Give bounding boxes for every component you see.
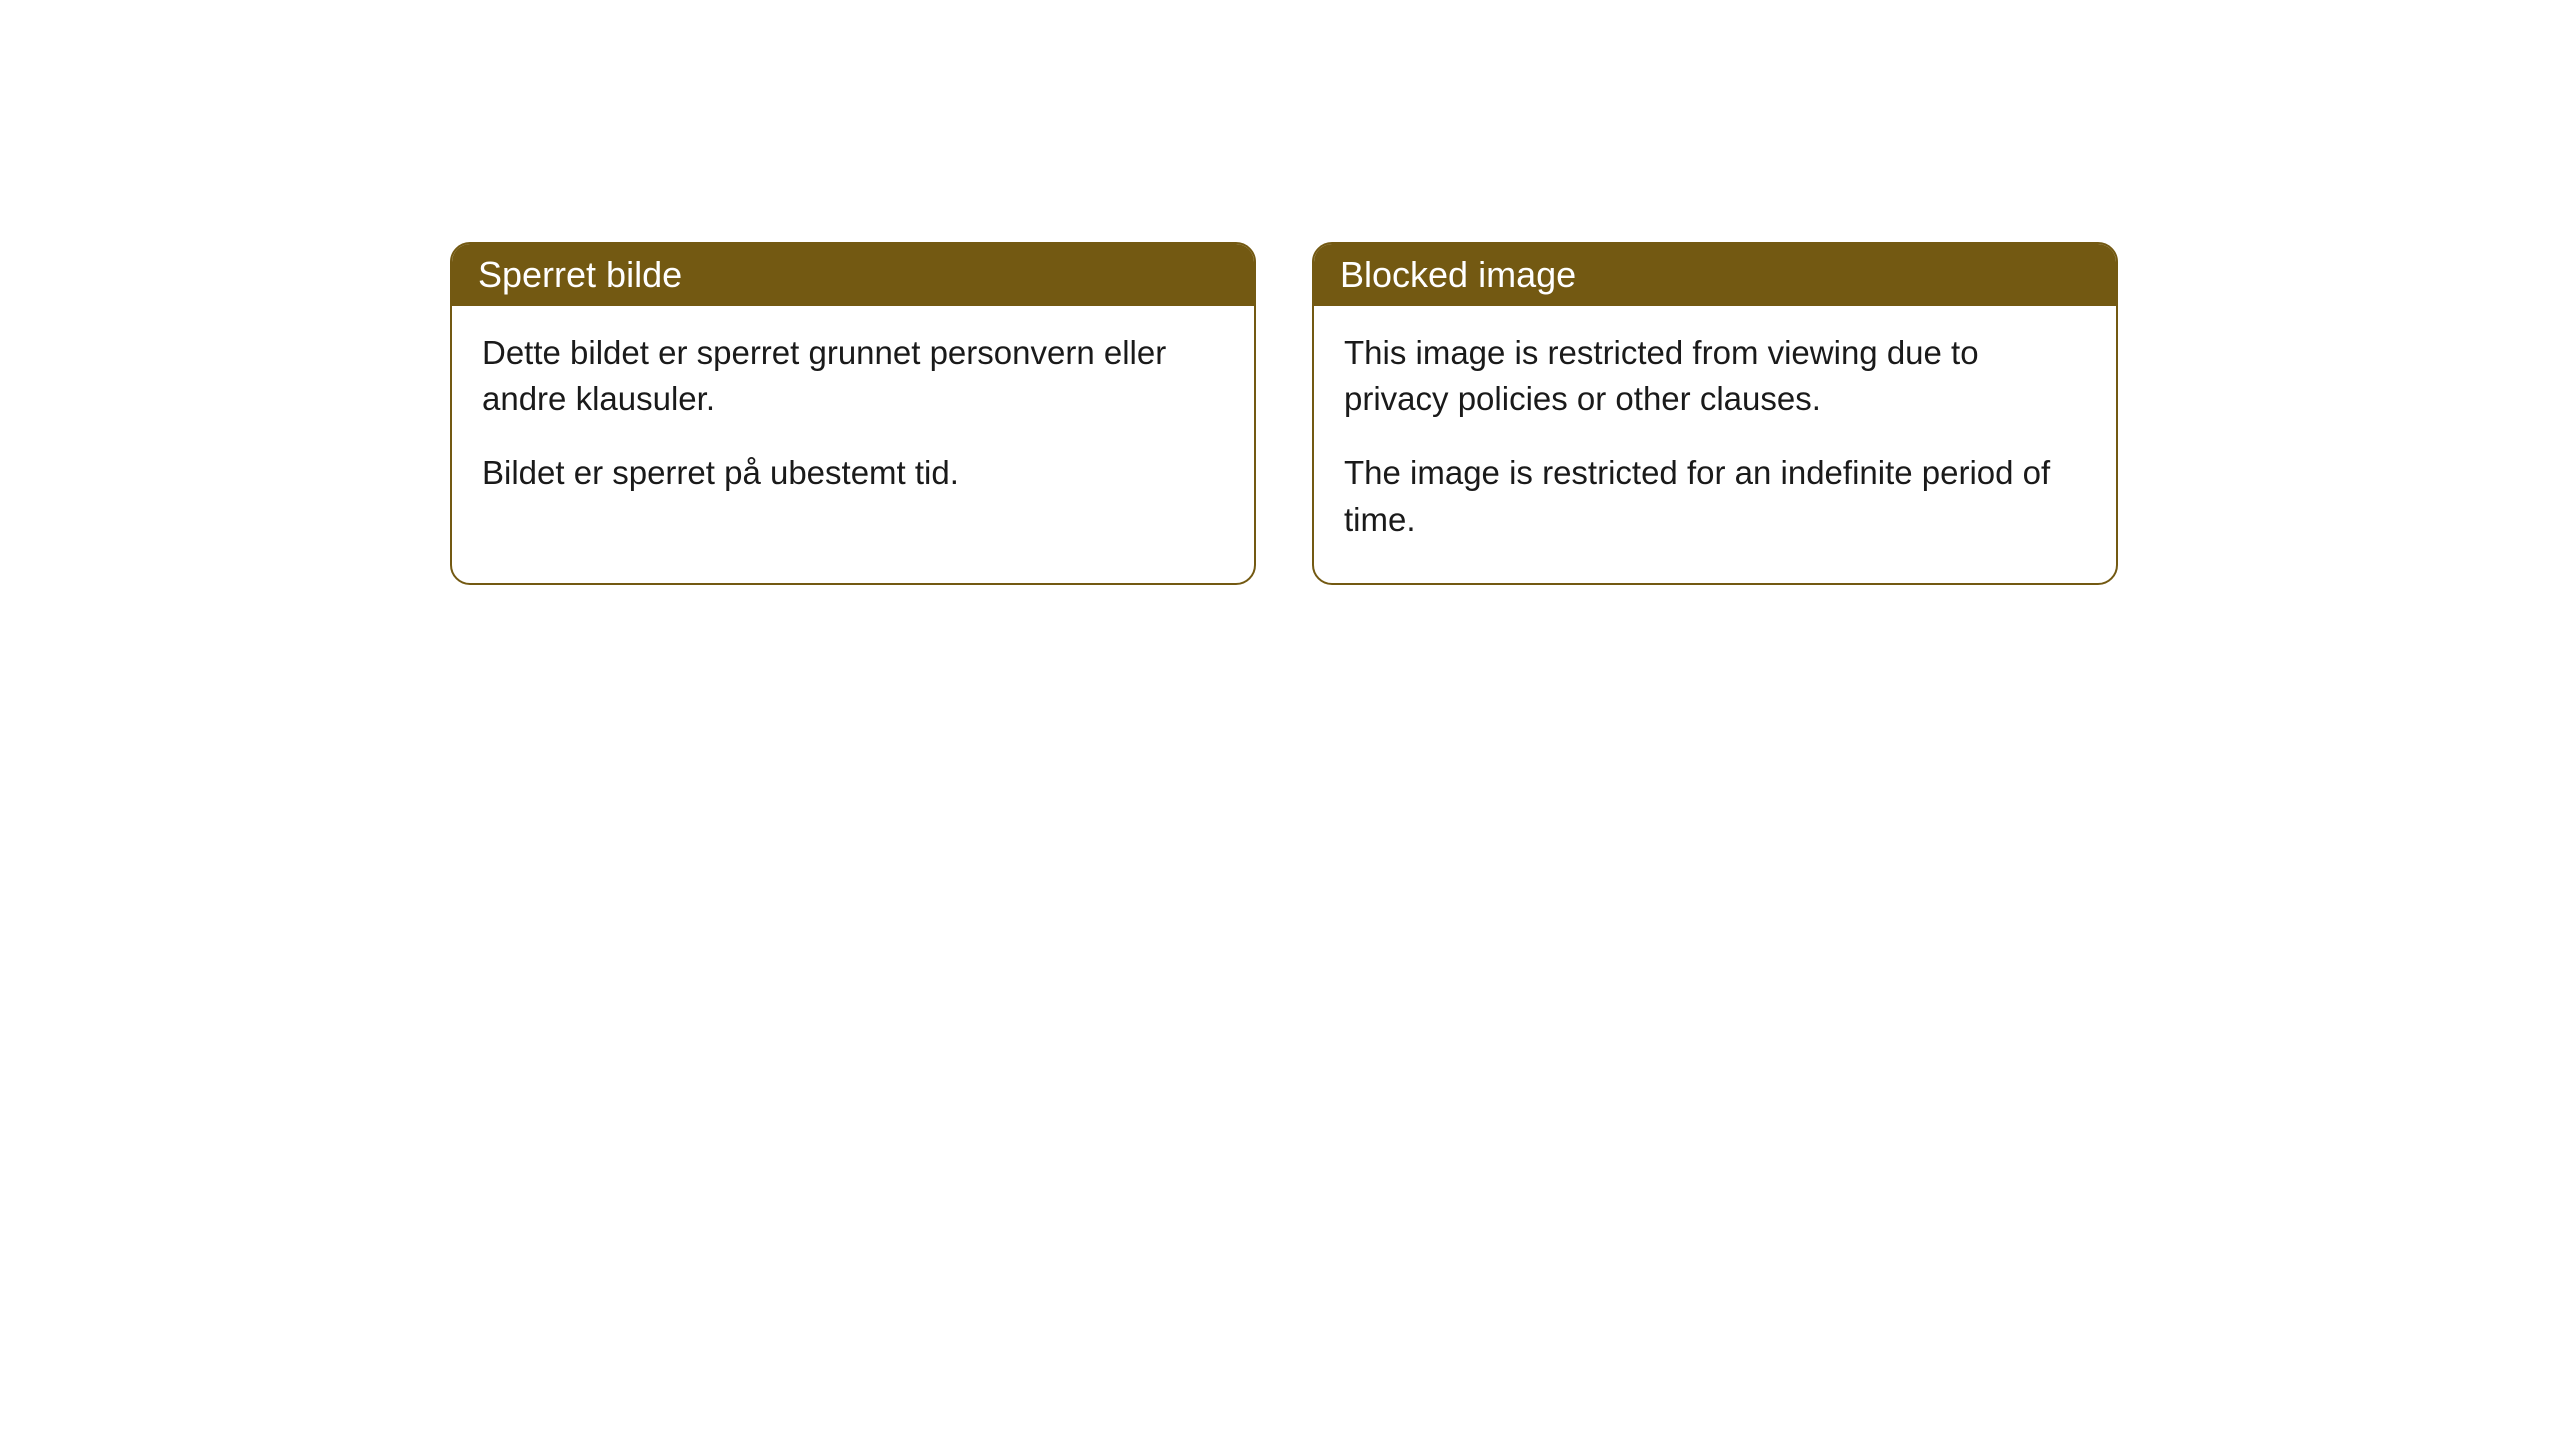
card-body-norwegian: Dette bildet er sperret grunnet personve…	[452, 306, 1254, 537]
card-body-english: This image is restricted from viewing du…	[1314, 306, 2116, 583]
card-header-english: Blocked image	[1314, 244, 2116, 306]
notice-card-norwegian: Sperret bilde Dette bildet er sperret gr…	[450, 242, 1256, 585]
card-paragraph-1-english: This image is restricted from viewing du…	[1344, 330, 2086, 422]
card-title-norwegian: Sperret bilde	[478, 254, 682, 295]
notice-cards-container: Sperret bilde Dette bildet er sperret gr…	[450, 242, 2118, 585]
card-header-norwegian: Sperret bilde	[452, 244, 1254, 306]
card-title-english: Blocked image	[1340, 254, 1576, 295]
card-paragraph-2-english: The image is restricted for an indefinit…	[1344, 450, 2086, 542]
card-paragraph-1-norwegian: Dette bildet er sperret grunnet personve…	[482, 330, 1224, 422]
notice-card-english: Blocked image This image is restricted f…	[1312, 242, 2118, 585]
card-paragraph-2-norwegian: Bildet er sperret på ubestemt tid.	[482, 450, 1224, 496]
